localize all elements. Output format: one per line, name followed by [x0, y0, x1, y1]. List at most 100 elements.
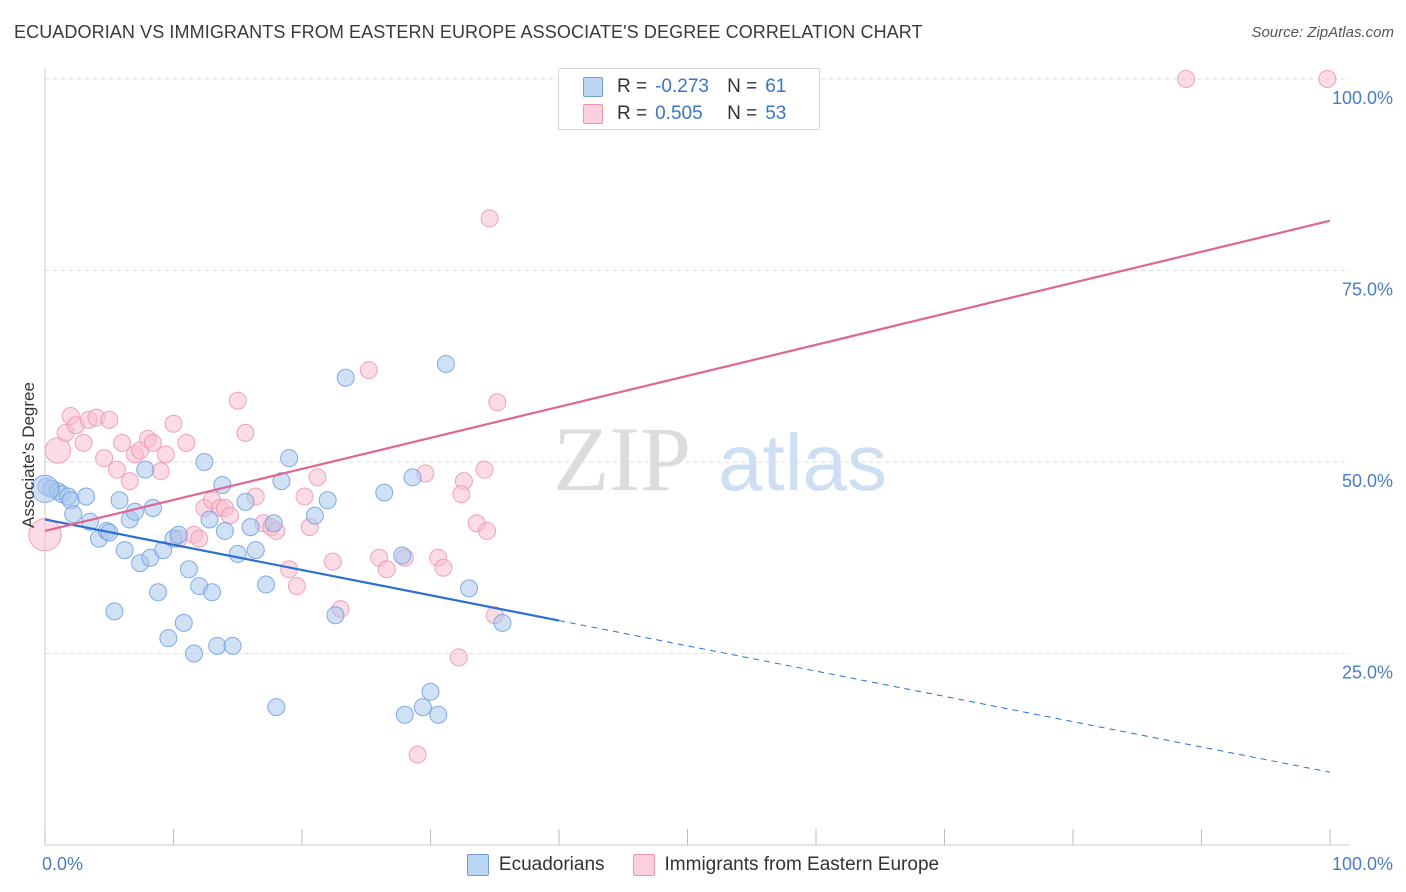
- series-legend: Ecuadorians Immigrants from Eastern Euro…: [0, 852, 1406, 878]
- ecuadorians-point: [215, 521, 234, 540]
- ecuadorians-point: [403, 468, 422, 487]
- chart-title: ECUADORIAN VS IMMIGRANTS FROM EASTERN EU…: [14, 22, 923, 42]
- axes: [44, 68, 1350, 846]
- ecuadorians-point: [200, 510, 219, 529]
- ecuadorians-point: [236, 492, 255, 511]
- grid-lines: [45, 78, 1350, 654]
- legend-swatch-blue: [583, 77, 603, 97]
- immigrants-point: [295, 487, 314, 506]
- immigrants-point: [478, 521, 497, 540]
- ecuadorians-point: [280, 449, 299, 468]
- immigrants-point: [488, 393, 507, 412]
- immigrants-point: [113, 433, 132, 452]
- watermark: ZIP atlas: [553, 408, 887, 510]
- immigrants-point: [100, 410, 119, 429]
- immigrants-point: [287, 577, 306, 596]
- legend-item-immigrants: Immigrants from Eastern Europe: [632, 854, 940, 876]
- immigrants-point: [480, 209, 499, 228]
- tick-labels: 25.0% 50.0% 75.0% 100.0% 0.0% 100.0%: [42, 88, 1393, 874]
- ecuadorians-point: [305, 506, 324, 525]
- x-tick-label: 100.0%: [1332, 854, 1393, 874]
- immigrants-point: [156, 445, 175, 464]
- ecuadorians-point: [203, 583, 222, 602]
- immigrants-point: [44, 437, 72, 464]
- ecuadorians-point: [460, 579, 479, 598]
- ecuadorians-point: [272, 472, 291, 491]
- y-tick-label: 25.0%: [1342, 663, 1393, 683]
- immigrants-point: [308, 468, 327, 487]
- legend-n-value: 53: [765, 103, 787, 124]
- y-tick-label: 100.0%: [1332, 88, 1393, 108]
- y-tick-label: 50.0%: [1342, 471, 1393, 491]
- legend-r-value: 0.505: [655, 103, 703, 124]
- ecuadorians-point: [136, 460, 155, 479]
- trend-lines: [44, 219, 1331, 773]
- ecuadorians-point: [413, 698, 432, 717]
- immigrants-point: [107, 460, 126, 479]
- ecuadorians-point: [174, 613, 193, 632]
- ecuadorians-point: [228, 544, 247, 563]
- ecuadorians-trend-extension: [558, 620, 1331, 773]
- ecuadorians-point: [375, 483, 394, 502]
- y-tick-label: 75.0%: [1342, 280, 1393, 300]
- ecuadorians-point: [336, 368, 355, 387]
- ecuadorians-trend-line: [44, 518, 560, 622]
- ecuadorians-point: [208, 636, 227, 655]
- immigrants-point: [177, 433, 196, 452]
- ecuadorians-point: [110, 491, 129, 510]
- immigrants-point: [434, 558, 453, 577]
- ecuadorians-point: [77, 487, 96, 506]
- immigrants-point: [95, 449, 114, 468]
- ecuadorians-point: [185, 644, 204, 663]
- legend-label-immigrants: Immigrants from Eastern Europe: [664, 854, 940, 875]
- ecuadorians-point: [318, 491, 337, 510]
- ecuadorians-point: [169, 525, 188, 544]
- ecuadorians-point: [241, 518, 260, 537]
- ecuadorians-point: [429, 705, 448, 724]
- immigrants-point: [28, 518, 62, 552]
- legend-r-label: R =: [617, 76, 648, 97]
- legend-swatch-pink: [583, 104, 603, 124]
- legend-row-ecuadorians: R = -0.273 N = 61: [583, 75, 786, 99]
- ecuadorians-point: [143, 498, 162, 517]
- immigrants-trend-line: [44, 219, 1331, 533]
- ecuadorians-point: [493, 613, 512, 632]
- legend-swatch-pink: [632, 854, 655, 876]
- watermark-atlas: atlas: [718, 418, 887, 507]
- ecuadorians-point: [257, 575, 276, 594]
- immigrants-point: [1318, 70, 1337, 88]
- ecuadorians-point: [436, 354, 455, 373]
- immigrants-point: [228, 391, 247, 410]
- immigrants-point: [74, 433, 93, 452]
- ecuadorians-point: [395, 705, 414, 724]
- ecuadorians-point: [159, 629, 178, 648]
- ecuadorians-point: [64, 505, 83, 524]
- ecuadorians-point: [267, 698, 286, 717]
- ecuadorians-point: [105, 602, 124, 621]
- series-ecuadorians-points: [30, 354, 512, 724]
- immigrants-point: [143, 433, 162, 452]
- legend-swatch-blue: [466, 854, 489, 876]
- immigrants-point: [377, 560, 396, 579]
- immigrants-point: [359, 361, 378, 380]
- ecuadorians-point: [115, 541, 134, 560]
- immigrants-point: [164, 414, 183, 433]
- x-tick-label: 0.0%: [42, 854, 83, 874]
- legend-item-ecuadorians: Ecuadorians: [466, 854, 605, 876]
- ecuadorians-point: [179, 560, 198, 579]
- legend-n-label: N =: [727, 103, 758, 124]
- ecuadorians-point: [30, 474, 60, 503]
- legend-r-value: -0.273: [655, 76, 709, 97]
- ecuadorians-point: [421, 682, 440, 701]
- ecuadorians-point: [213, 475, 232, 494]
- ecuadorians-point: [246, 541, 265, 560]
- immigrants-point: [1177, 70, 1196, 88]
- legend-label-ecuadorians: Ecuadorians: [498, 854, 605, 875]
- ecuadorians-point: [223, 636, 242, 655]
- legend-r-label: R =: [617, 103, 648, 124]
- immigrants-point: [151, 462, 170, 481]
- ecuadorians-point: [195, 453, 214, 471]
- immigrants-point: [408, 745, 427, 764]
- immigrants-point: [120, 472, 139, 491]
